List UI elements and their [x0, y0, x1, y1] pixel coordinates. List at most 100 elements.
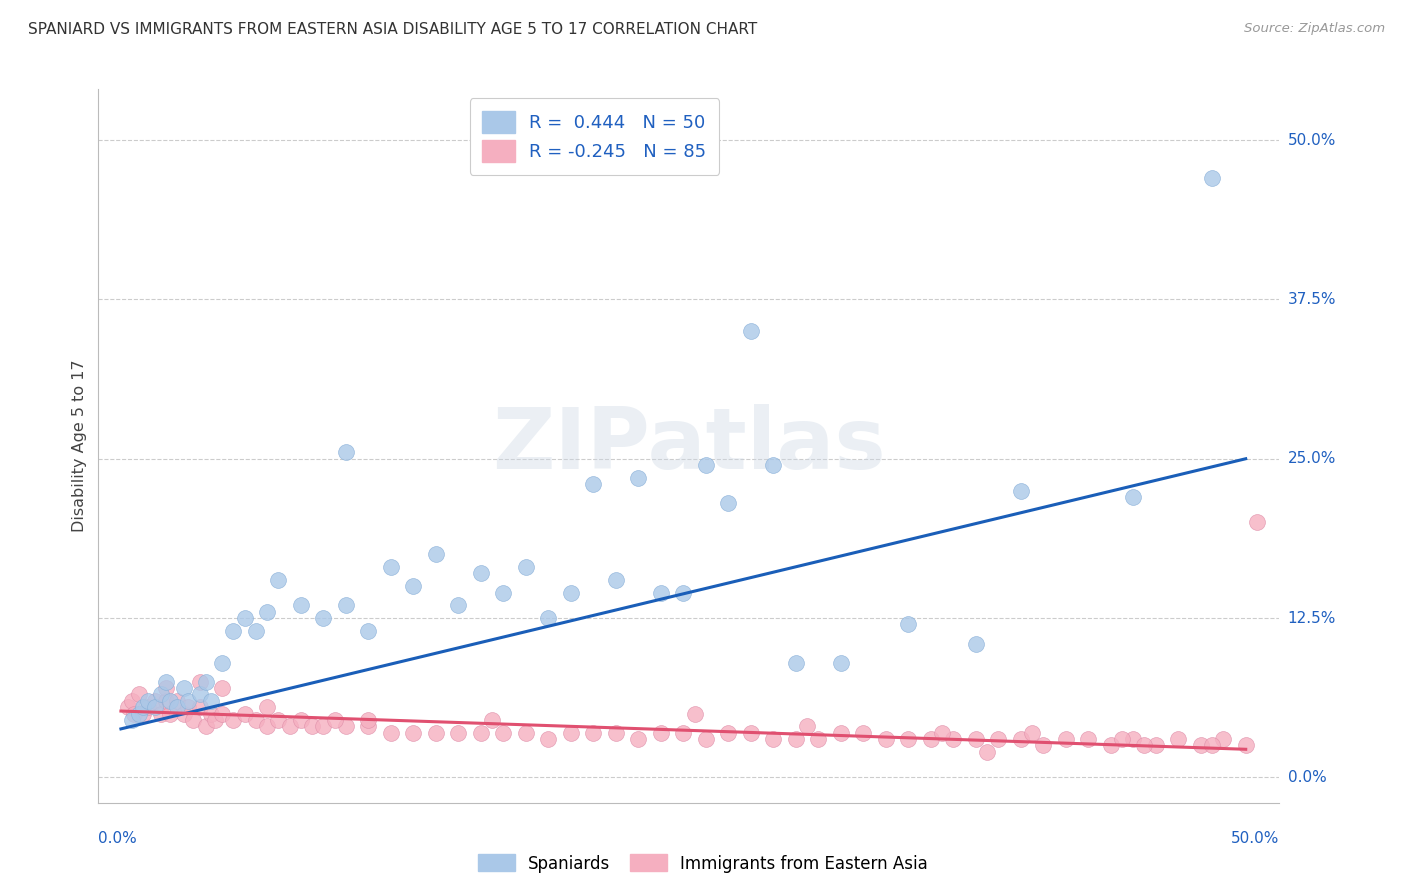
- Point: [233, 706, 256, 721]
- Point: [796, 719, 818, 733]
- Point: [1133, 739, 1156, 753]
- Point: [1246, 516, 1268, 530]
- Point: [1201, 171, 1223, 186]
- Point: [173, 681, 195, 695]
- Point: [211, 681, 233, 695]
- Point: [128, 688, 150, 702]
- Point: [335, 719, 357, 733]
- Point: [740, 725, 762, 739]
- Point: [987, 732, 1010, 747]
- Text: 12.5%: 12.5%: [1288, 610, 1336, 625]
- Point: [605, 725, 627, 739]
- Point: [233, 611, 256, 625]
- Text: 50.0%: 50.0%: [1232, 830, 1279, 846]
- Point: [155, 681, 177, 695]
- Point: [560, 585, 582, 599]
- Point: [256, 700, 278, 714]
- Point: [1122, 732, 1144, 747]
- Point: [897, 732, 920, 747]
- Point: [121, 713, 143, 727]
- Point: [143, 700, 166, 714]
- Point: [290, 713, 312, 727]
- Point: [132, 706, 155, 721]
- Point: [222, 713, 245, 727]
- Point: [762, 458, 785, 472]
- Point: [1021, 725, 1043, 739]
- Point: [245, 624, 267, 638]
- Y-axis label: Disability Age 5 to 17: Disability Age 5 to 17: [72, 359, 87, 533]
- Point: [1099, 739, 1122, 753]
- Point: [357, 719, 380, 733]
- Point: [920, 732, 942, 747]
- Point: [875, 732, 897, 747]
- Point: [425, 547, 447, 561]
- Point: [402, 579, 425, 593]
- Point: [267, 713, 290, 727]
- Point: [155, 694, 177, 708]
- Point: [380, 725, 402, 739]
- Point: [323, 713, 346, 727]
- Legend: Spaniards, Immigrants from Eastern Asia: Spaniards, Immigrants from Eastern Asia: [471, 847, 935, 880]
- Point: [785, 732, 807, 747]
- Point: [830, 656, 852, 670]
- Point: [124, 706, 146, 721]
- Point: [717, 496, 740, 510]
- Point: [470, 566, 492, 581]
- Point: [672, 725, 695, 739]
- Point: [301, 719, 323, 733]
- Point: [195, 674, 218, 689]
- Point: [200, 706, 222, 721]
- Point: [136, 694, 159, 708]
- Point: [560, 725, 582, 739]
- Point: [683, 706, 706, 721]
- Point: [200, 694, 222, 708]
- Point: [380, 560, 402, 574]
- Point: [136, 700, 159, 714]
- Point: [537, 732, 560, 747]
- Point: [335, 599, 357, 613]
- Point: [695, 458, 717, 472]
- Point: [447, 725, 470, 739]
- Point: [425, 725, 447, 739]
- Point: [290, 599, 312, 613]
- Point: [117, 700, 139, 714]
- Point: [121, 694, 143, 708]
- Point: [931, 725, 953, 739]
- Point: [582, 477, 605, 491]
- Point: [267, 573, 290, 587]
- Point: [447, 599, 470, 613]
- Point: [1189, 739, 1212, 753]
- Point: [150, 706, 173, 721]
- Point: [128, 706, 150, 721]
- Point: [245, 713, 267, 727]
- Text: 25.0%: 25.0%: [1288, 451, 1336, 467]
- Point: [1201, 739, 1223, 753]
- Point: [195, 719, 218, 733]
- Point: [173, 706, 195, 721]
- Point: [188, 674, 211, 689]
- Point: [155, 674, 177, 689]
- Point: [166, 694, 188, 708]
- Point: [1032, 739, 1054, 753]
- Point: [942, 732, 965, 747]
- Point: [312, 719, 335, 733]
- Point: [1054, 732, 1077, 747]
- Point: [222, 624, 245, 638]
- Point: [1122, 490, 1144, 504]
- Point: [852, 725, 875, 739]
- Point: [181, 713, 204, 727]
- Point: [717, 725, 740, 739]
- Point: [976, 745, 998, 759]
- Text: Source: ZipAtlas.com: Source: ZipAtlas.com: [1244, 22, 1385, 36]
- Point: [515, 725, 537, 739]
- Point: [1010, 483, 1032, 498]
- Point: [1111, 732, 1133, 747]
- Point: [177, 694, 200, 708]
- Point: [1077, 732, 1099, 747]
- Legend: R =  0.444   N = 50, R = -0.245   N = 85: R = 0.444 N = 50, R = -0.245 N = 85: [470, 98, 718, 175]
- Point: [159, 706, 181, 721]
- Text: 37.5%: 37.5%: [1288, 292, 1336, 307]
- Point: [402, 725, 425, 739]
- Point: [807, 732, 830, 747]
- Point: [166, 700, 188, 714]
